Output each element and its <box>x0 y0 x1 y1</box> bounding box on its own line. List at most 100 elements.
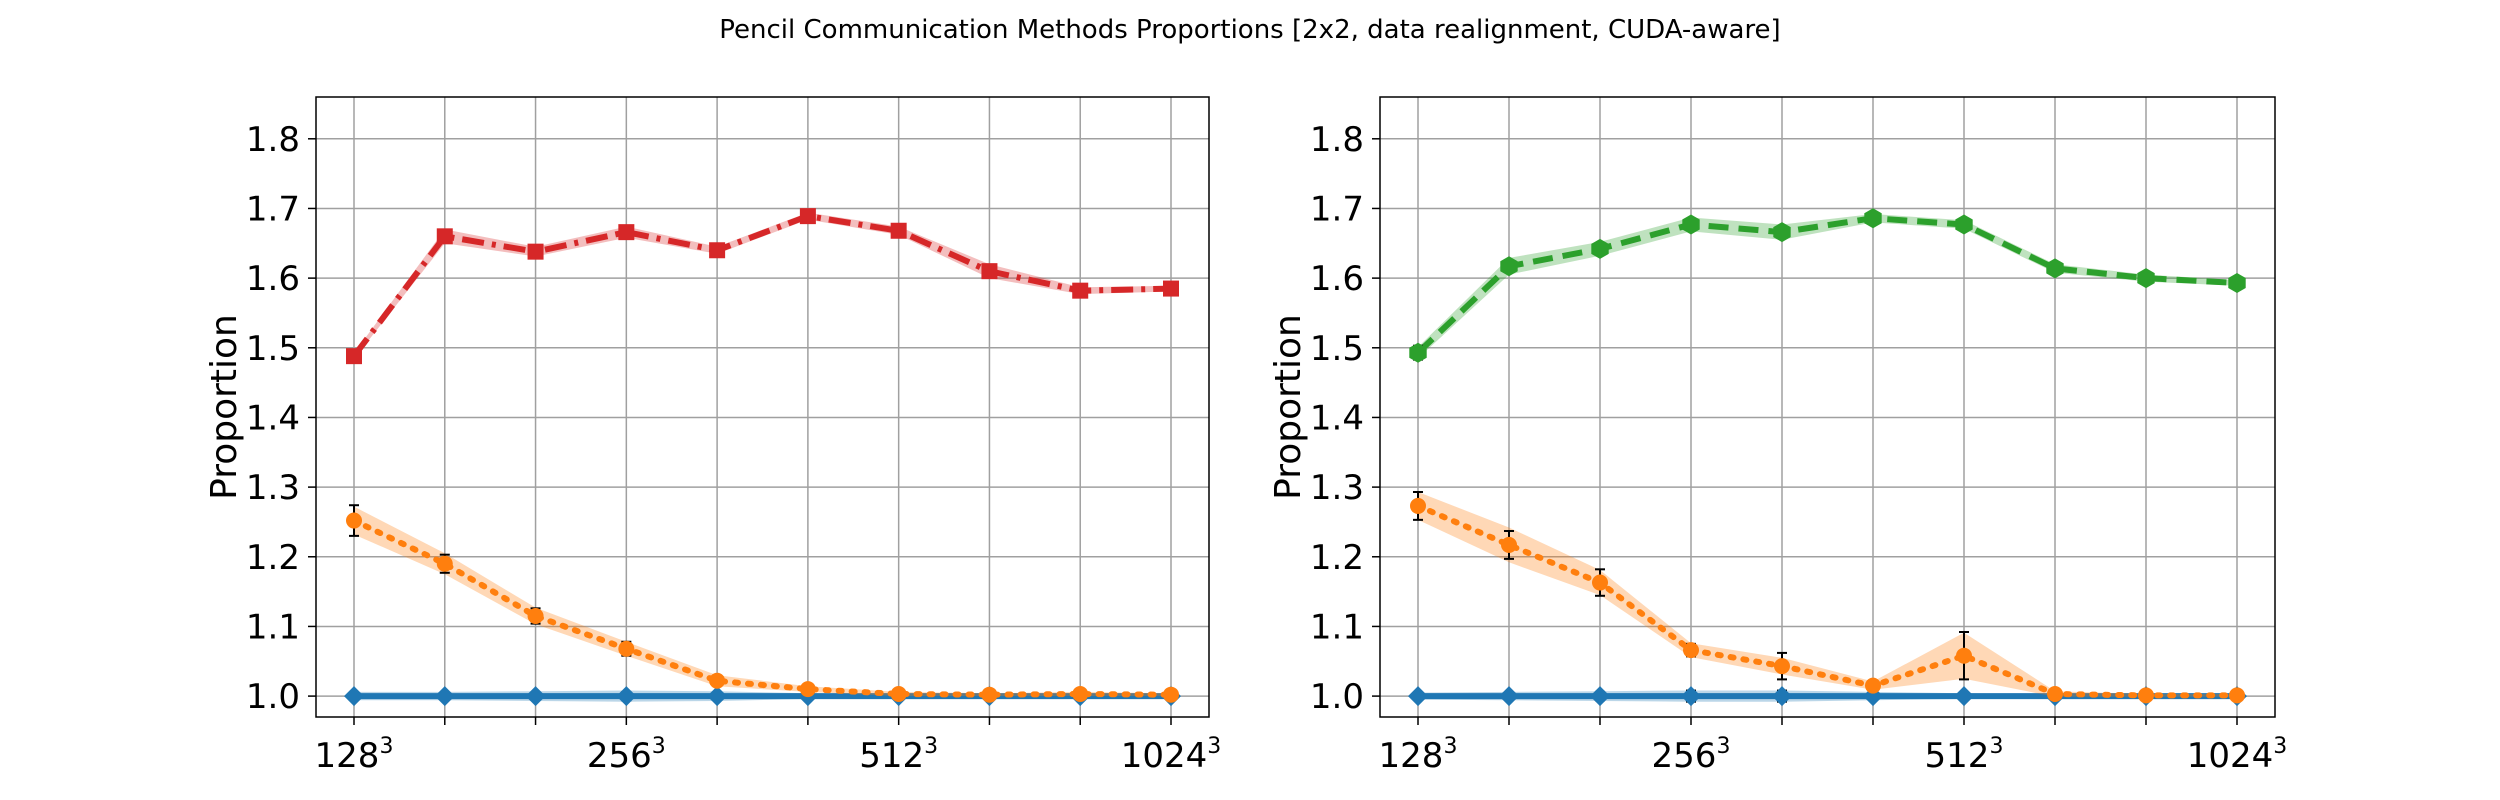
circle-marker <box>1865 677 1881 694</box>
x-tick-exponent: 3 <box>1989 734 2003 759</box>
hexagon-marker <box>1864 208 1882 229</box>
diamond-marker <box>1590 686 1610 707</box>
hexagon-marker <box>2228 273 2246 293</box>
y-tick-label: 1.5 <box>1310 329 1364 369</box>
circle-marker <box>618 640 635 657</box>
series-2 <box>346 208 1179 365</box>
diamond-marker <box>1408 686 1428 707</box>
figure-title: Pencil Communication Methods Proportions… <box>719 15 1780 45</box>
plot-area <box>1380 97 2275 717</box>
hexagon-marker <box>2137 268 2155 289</box>
x-tick-exponent: 3 <box>2273 734 2287 759</box>
x-tick-base: 1024 <box>2187 736 2274 776</box>
square-marker <box>709 242 726 259</box>
square-marker <box>981 263 998 280</box>
y-tick-label: 1.1 <box>1310 607 1364 647</box>
hexagon-marker <box>1773 222 1791 243</box>
circle-marker <box>527 607 544 624</box>
y-tick-label: 1.7 <box>246 189 300 229</box>
x-tick-base: 128 <box>315 736 380 776</box>
y-tick-label: 1.3 <box>246 468 300 508</box>
series-line <box>351 213 1172 358</box>
y-axis-label: Proportion <box>204 314 245 500</box>
diamond-marker <box>616 686 637 707</box>
square-marker <box>1163 280 1179 297</box>
x-tick-label: 10243 <box>1121 734 1222 776</box>
y-tick-label: 1.0 <box>1310 677 1364 717</box>
square-marker <box>436 228 453 245</box>
series-1 <box>346 504 1179 703</box>
x-tick-label: 1283 <box>1379 734 1458 776</box>
circle-marker <box>1683 642 1699 659</box>
series-line <box>351 517 1174 698</box>
axes-frame <box>315 96 1210 718</box>
circle-marker <box>981 686 998 703</box>
y-tick-label: 1.0 <box>246 677 300 717</box>
hexagon-marker <box>1591 238 1609 259</box>
circle-marker <box>890 686 907 703</box>
hexagon-marker <box>1500 256 1518 277</box>
x-tick-label: 1283 <box>315 734 394 776</box>
x-tick-base: 512 <box>859 736 924 776</box>
x-tick-label: 5123 <box>859 734 938 776</box>
circle-marker <box>2047 686 2063 703</box>
x-tick-label: 2563 <box>587 734 666 776</box>
circle-marker <box>2138 687 2154 704</box>
circle-marker <box>436 555 453 572</box>
confidence-band <box>354 506 1171 697</box>
diamond-marker <box>1499 686 1519 707</box>
square-marker <box>890 222 907 239</box>
y-axis-label: Proportion <box>1268 314 1309 500</box>
circle-marker <box>1410 497 1426 514</box>
circle-marker <box>709 672 726 689</box>
x-tick-base: 256 <box>1652 736 1717 776</box>
diamond-marker <box>525 686 546 707</box>
diamond-marker <box>1772 686 1792 707</box>
x-tick-base: 512 <box>1925 736 1990 776</box>
square-marker <box>1072 282 1089 299</box>
square-marker <box>346 348 362 365</box>
x-tick-label: 2563 <box>1652 734 1731 776</box>
diamond-marker <box>707 686 728 707</box>
series-line <box>1415 502 2240 699</box>
circle-marker <box>1956 647 1972 664</box>
hexagon-marker <box>2046 258 2064 279</box>
square-marker <box>799 208 816 225</box>
x-tick-base: 128 <box>1379 736 1444 776</box>
y-tick-label: 1.4 <box>1310 398 1364 438</box>
x-tick-exponent: 3 <box>1443 734 1457 759</box>
circle-marker <box>1774 658 1790 675</box>
series-line <box>1415 215 2238 355</box>
circle-marker <box>2229 687 2245 704</box>
circle-marker <box>1163 686 1179 703</box>
square-marker <box>527 243 544 260</box>
x-tick-exponent: 3 <box>379 734 393 759</box>
series-1 <box>1410 490 2245 704</box>
y-tick-label: 1.4 <box>246 398 300 438</box>
y-tick-label: 1.5 <box>246 329 300 369</box>
x-tick-label: 10243 <box>2187 734 2288 776</box>
x-tick-exponent: 3 <box>652 734 666 759</box>
diamond-marker <box>1954 686 1974 707</box>
series-2 <box>1409 208 2246 363</box>
y-tick-label: 1.7 <box>1310 189 1364 229</box>
x-tick-exponent: 3 <box>1207 734 1221 759</box>
y-tick-label: 1.1 <box>246 607 300 647</box>
x-tick-exponent: 3 <box>1716 734 1730 759</box>
hexagon-marker <box>1682 214 1700 235</box>
y-tick-label: 1.3 <box>1310 468 1364 508</box>
circle-marker <box>1501 536 1517 553</box>
y-tick-label: 1.8 <box>246 120 300 160</box>
plot-area <box>316 97 1209 717</box>
x-tick-base: 1024 <box>1121 736 1208 776</box>
x-tick-base: 256 <box>587 736 652 776</box>
circle-marker <box>1072 686 1089 703</box>
y-tick-label: 1.6 <box>1310 259 1364 299</box>
hexagon-marker <box>1955 214 1973 235</box>
square-marker <box>618 224 635 241</box>
diamond-marker <box>434 686 455 707</box>
circle-marker <box>799 681 816 698</box>
y-tick-label: 1.8 <box>1310 120 1364 160</box>
